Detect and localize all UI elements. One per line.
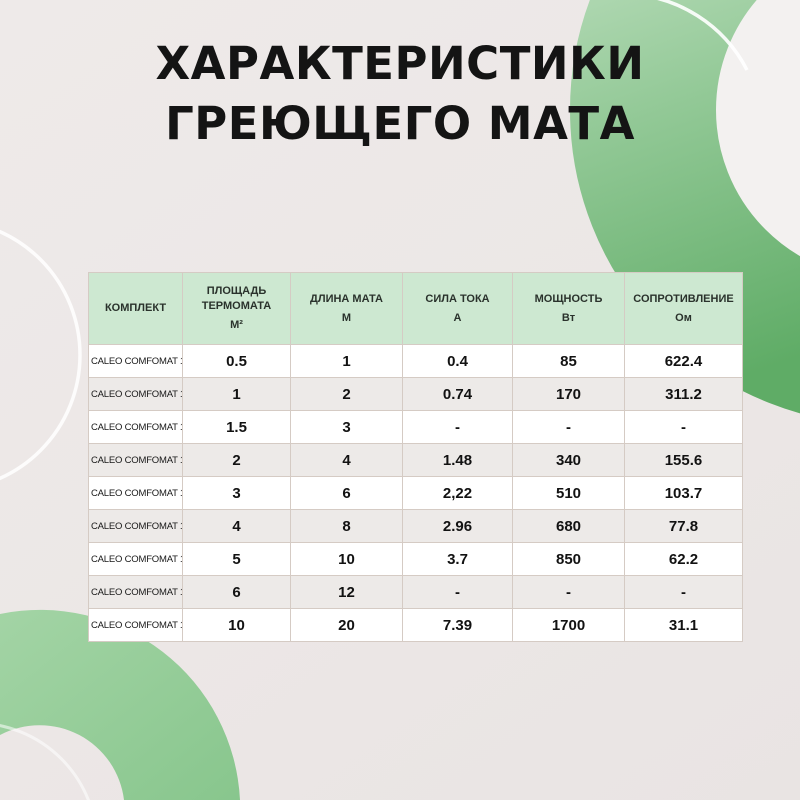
kit-name-cell: CALEO COMFOMAT 170 <box>88 443 183 477</box>
value-cell: 62.2 <box>624 542 743 576</box>
column-header: ПЛОЩАДЬ ТЕРМОМАТА М² <box>182 272 291 345</box>
column-header: КОМПЛЕКТ <box>88 272 183 345</box>
column-header: СИЛА ТОКА А <box>402 272 513 345</box>
value-cell: 311.2 <box>624 377 743 411</box>
title-line-2: ГРЕЮЩЕГО МАТА <box>165 97 635 150</box>
table-row: CALEO COMFOMAT 1701.53--- <box>88 410 743 444</box>
value-cell: 0.4 <box>402 344 513 378</box>
value-cell: 1 <box>182 377 291 411</box>
kit-name-cell: CALEO COMFOMAT 170 <box>88 476 183 510</box>
value-cell: - <box>512 575 625 609</box>
value-cell: 4 <box>290 443 403 477</box>
kit-name-cell: CALEO COMFOMAT 170 <box>88 509 183 543</box>
value-cell: - <box>402 575 513 609</box>
column-header: СОПРОТИВЛЕНИЕ Ом <box>624 272 743 345</box>
value-cell: 3.7 <box>402 542 513 576</box>
value-cell: 6 <box>182 575 291 609</box>
column-label: СИЛА ТОКА <box>425 292 490 305</box>
top-right-ring <box>570 0 800 414</box>
value-cell: 10 <box>182 608 291 642</box>
table-row: CALEO COMFOMAT 170612--- <box>88 575 743 609</box>
value-cell: 20 <box>290 608 403 642</box>
value-cell: 6 <box>290 476 403 510</box>
top-right-inner-circle <box>715 0 800 258</box>
column-label: КОМПЛЕКТ <box>104 302 167 314</box>
bottom-left-swoosh <box>0 609 240 800</box>
value-cell: 2.96 <box>402 509 513 543</box>
column-header: ДЛИНА МАТА М <box>290 272 403 345</box>
value-cell: - <box>512 410 625 444</box>
column-unit: М² <box>230 319 243 331</box>
column-label: МОЩНОСТЬ <box>534 292 603 305</box>
value-cell: 0.74 <box>402 377 513 411</box>
value-cell: 85 <box>512 344 625 378</box>
value-cell: 3 <box>290 410 403 444</box>
left-white-arc <box>0 229 82 481</box>
value-cell: - <box>624 575 743 609</box>
value-cell: 170 <box>512 377 625 411</box>
value-cell: 2 <box>182 443 291 477</box>
column-label: ПЛОЩАДЬ <box>206 285 267 297</box>
value-cell: - <box>402 410 513 444</box>
title-line-1: ХАРАКТЕРИСТИКИ <box>155 37 645 90</box>
value-cell: - <box>624 410 743 444</box>
column-unit: А <box>453 311 462 324</box>
column-unit: Вт <box>561 311 576 324</box>
column-unit: Ом <box>675 311 692 324</box>
specs-table: КОМПЛЕКТ ПЛОЩАДЬ ТЕРМОМАТА М² ДЛИНА МАТА М СИЛ… <box>88 272 743 642</box>
column-label: СОПРОТИВЛЕНИЕ <box>633 292 734 305</box>
column-unit: М <box>341 311 352 324</box>
value-cell: 1700 <box>512 608 625 642</box>
kit-name-cell: CALEO COMFOMAT 170 <box>88 344 183 378</box>
value-cell: 2 <box>290 377 403 411</box>
value-cell: 510 <box>512 476 625 510</box>
value-cell: 340 <box>512 443 625 477</box>
value-cell: 8 <box>290 509 403 543</box>
value-cell: 0.5 <box>182 344 291 378</box>
column-label: ТЕРМОМАТА <box>201 300 272 312</box>
value-cell: 5 <box>182 542 291 576</box>
value-cell: 4 <box>182 509 291 543</box>
value-cell: 850 <box>512 542 625 576</box>
page-title: ХАРАКТЕРИСТИКИ ГРЕЮЩЕГО МАТА <box>0 34 800 154</box>
value-cell: 1 <box>290 344 403 378</box>
value-cell: 12 <box>290 575 403 609</box>
column-header: МОЩНОСТЬ Вт <box>512 272 625 345</box>
value-cell: 680 <box>512 509 625 543</box>
header-row: КОМПЛЕКТ ПЛОЩАДЬ ТЕРМОМАТА М² ДЛИНА МАТА М СИЛ… <box>88 272 743 345</box>
top-right-white-arc <box>656 0 749 71</box>
kit-name-cell: CALEO COMFOMAT 170 <box>88 608 183 642</box>
value-cell: 10 <box>290 542 403 576</box>
value-cell: 1.48 <box>402 443 513 477</box>
value-cell: 31.1 <box>624 608 743 642</box>
value-cell: 3 <box>182 476 291 510</box>
value-cell: 1.5 <box>182 410 291 444</box>
kit-name-cell: CALEO COMFOMAT 170 <box>88 575 183 609</box>
value-cell: 155.6 <box>624 443 743 477</box>
kit-name-cell: CALEO COMFOMAT 170 <box>88 542 183 576</box>
value-cell: 103.7 <box>624 476 743 510</box>
value-cell: 77.8 <box>624 509 743 543</box>
value-cell: 622.4 <box>624 344 743 378</box>
value-cell: 2,22 <box>402 476 513 510</box>
kit-name-cell: CALEO COMFOMAT 170 <box>88 410 183 444</box>
value-cell: 7.39 <box>402 608 513 642</box>
column-label: ДЛИНА МАТА <box>310 292 383 305</box>
kit-name-cell: CALEO COMFOMAT 170 <box>88 377 183 411</box>
